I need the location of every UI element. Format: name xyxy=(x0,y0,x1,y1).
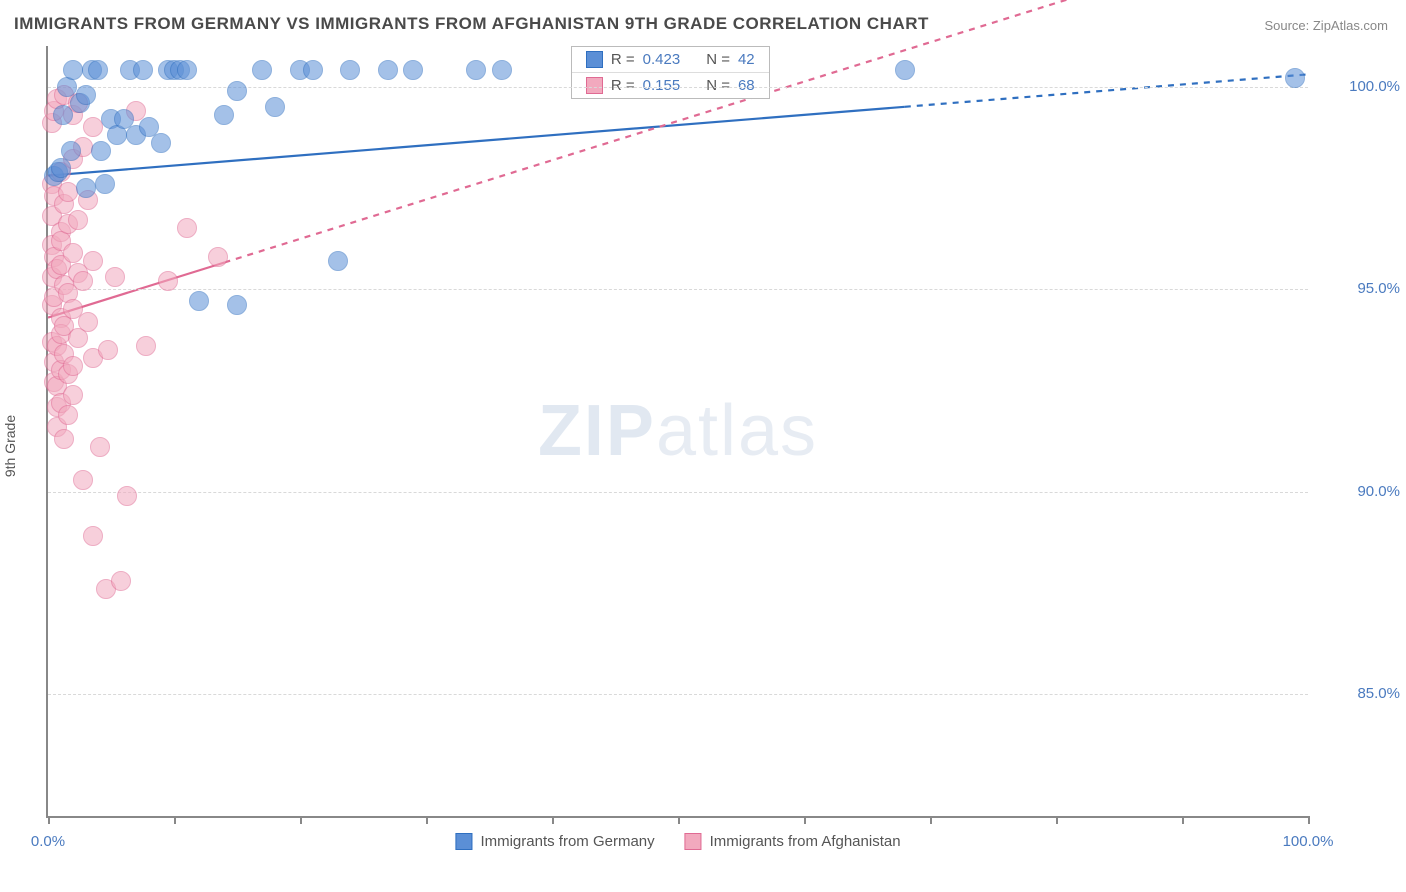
data-point xyxy=(78,312,98,332)
data-point xyxy=(76,85,96,105)
n-label: N = xyxy=(706,77,730,94)
plot-area: ZIPatlas R =0.423N =42R =0.155N =68 Immi… xyxy=(46,46,1308,818)
watermark: ZIPatlas xyxy=(538,390,818,472)
data-point xyxy=(227,81,247,101)
data-point xyxy=(158,271,178,291)
data-point xyxy=(61,141,81,161)
data-point xyxy=(151,133,171,153)
data-point xyxy=(63,243,83,263)
stats-box: R = 0.423 N = 42 R = 0.155 N = 68 xyxy=(571,46,770,99)
legend-item: Immigrants from Afghanistan xyxy=(685,833,901,850)
data-point xyxy=(466,60,486,80)
data-point xyxy=(73,470,93,490)
legend-label: Immigrants from Germany xyxy=(480,833,654,850)
data-point xyxy=(403,60,423,80)
source-label: Source: xyxy=(1264,18,1312,33)
data-point xyxy=(252,60,272,80)
legend-label: Immigrants from Afghanistan xyxy=(710,833,901,850)
data-point xyxy=(95,174,115,194)
data-point xyxy=(91,141,111,161)
xtick-mark xyxy=(426,816,428,824)
data-point xyxy=(303,60,323,80)
xtick-mark xyxy=(804,816,806,824)
trend-lines-layer xyxy=(48,46,1308,816)
y-axis-label: 9th Grade xyxy=(2,415,18,477)
xtick-mark xyxy=(174,816,176,824)
legend-swatch xyxy=(685,833,702,850)
legend-swatch xyxy=(586,77,603,94)
stat-row: R = 0.423 N = 42 xyxy=(572,47,769,73)
xtick-label: 0.0% xyxy=(31,833,65,850)
data-point xyxy=(63,60,83,80)
n-value: 42 xyxy=(738,51,755,68)
n-label: N = xyxy=(706,51,730,68)
legend-item: Immigrants from Germany xyxy=(455,833,654,850)
data-point xyxy=(76,178,96,198)
data-point xyxy=(1285,68,1305,88)
xtick-mark xyxy=(300,816,302,824)
r-label: R = xyxy=(611,77,635,94)
data-point xyxy=(265,97,285,117)
data-point xyxy=(54,429,74,449)
xtick-mark xyxy=(1056,816,1058,824)
xtick-mark xyxy=(678,816,680,824)
r-label: R = xyxy=(611,51,635,68)
source-credit: Source: ZipAtlas.com xyxy=(1264,18,1388,33)
xtick-mark xyxy=(552,816,554,824)
stat-row: R = 0.155 N = 68 xyxy=(572,73,769,98)
source-link[interactable]: ZipAtlas.com xyxy=(1313,18,1388,33)
legend: Immigrants from Germany Immigrants from A… xyxy=(455,833,900,850)
xtick-label: 100.0% xyxy=(1283,833,1334,850)
data-point xyxy=(90,437,110,457)
xtick-mark xyxy=(1182,816,1184,824)
data-point xyxy=(68,210,88,230)
data-point xyxy=(378,60,398,80)
xtick-mark xyxy=(930,816,932,824)
xtick-mark xyxy=(1308,816,1310,824)
chart-title: IMMIGRANTS FROM GERMANY VS IMMIGRANTS FR… xyxy=(14,14,929,34)
data-point xyxy=(83,526,103,546)
data-point xyxy=(73,271,93,291)
data-point xyxy=(177,218,197,238)
data-point xyxy=(117,486,137,506)
data-point xyxy=(208,247,228,267)
data-point xyxy=(492,60,512,80)
ytick-label: 90.0% xyxy=(1320,483,1400,500)
data-point xyxy=(895,60,915,80)
trend-line xyxy=(224,0,1308,262)
data-point xyxy=(133,60,153,80)
data-point xyxy=(328,251,348,271)
legend-swatch xyxy=(455,833,472,850)
gridline xyxy=(48,694,1308,695)
ytick-label: 95.0% xyxy=(1320,280,1400,297)
data-point xyxy=(189,291,209,311)
ytick-label: 100.0% xyxy=(1320,78,1400,95)
data-point xyxy=(177,60,197,80)
data-point xyxy=(58,405,78,425)
data-point xyxy=(63,356,83,376)
data-point xyxy=(111,571,131,591)
data-point xyxy=(214,105,234,125)
data-point xyxy=(340,60,360,80)
n-value: 68 xyxy=(738,77,755,94)
data-point xyxy=(88,60,108,80)
data-point xyxy=(227,295,247,315)
r-value: 0.423 xyxy=(643,51,681,68)
data-point xyxy=(63,385,83,405)
data-point xyxy=(136,336,156,356)
xtick-mark xyxy=(48,816,50,824)
r-value: 0.155 xyxy=(643,77,681,94)
data-point xyxy=(83,251,103,271)
gridline xyxy=(48,289,1308,290)
gridline xyxy=(48,492,1308,493)
data-point xyxy=(105,267,125,287)
data-point xyxy=(98,340,118,360)
legend-swatch xyxy=(586,51,603,68)
trend-line xyxy=(905,74,1308,106)
ytick-label: 85.0% xyxy=(1320,685,1400,702)
trend-line xyxy=(48,107,905,176)
